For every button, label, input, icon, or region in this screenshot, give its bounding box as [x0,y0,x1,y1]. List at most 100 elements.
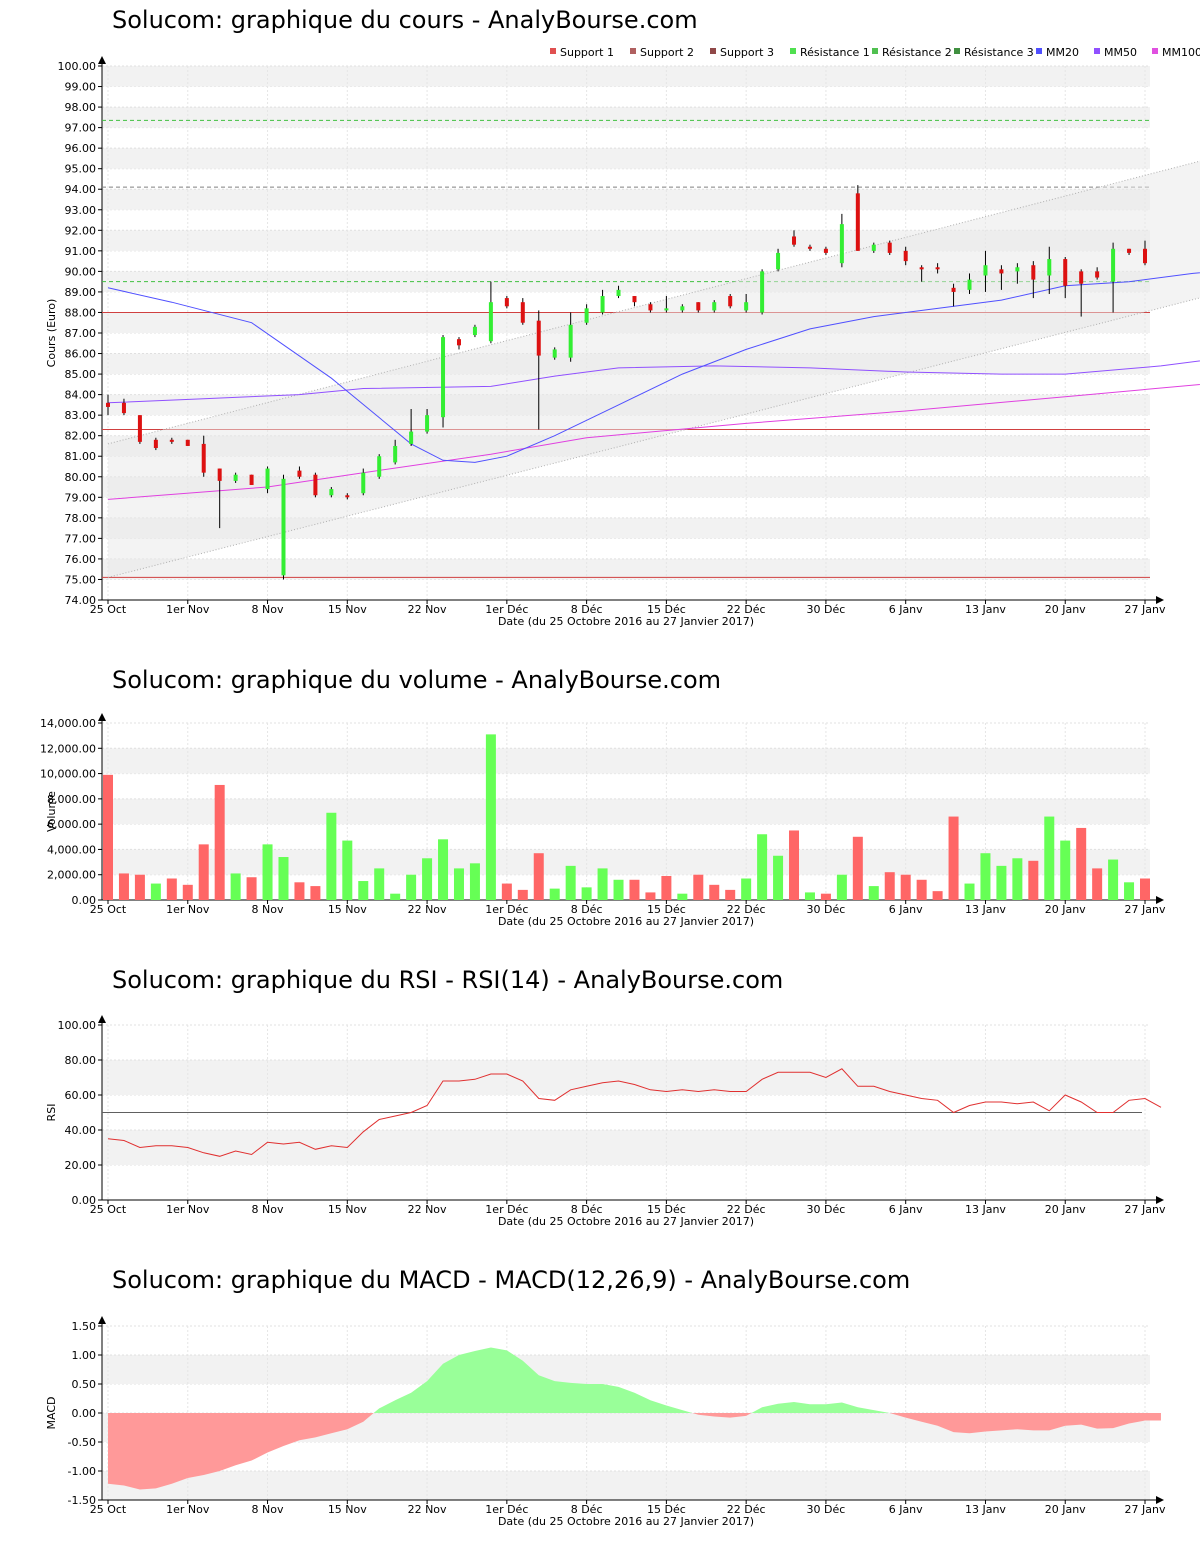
volume-bar [182,884,193,900]
candle-body [425,415,430,432]
volume-bar [517,889,528,900]
candle-body [1127,248,1132,253]
candle-body [1095,271,1100,278]
y-axis-label: RSI [45,1104,58,1122]
x-tick-label: 27 Janv [1125,1203,1166,1216]
plot-band [102,189,1150,210]
volume-bar [1012,858,1023,900]
x-tick-label: 22 Déc [727,1503,766,1516]
volume-bar [565,865,576,900]
candle-body [297,470,302,477]
candle-body [281,478,286,576]
y-tick-label: 0.00 [72,1194,97,1207]
y-tick-label: 78.00 [65,512,97,525]
candle-body [456,339,461,346]
x-tick-label: 22 Déc [727,1203,766,1216]
x-tick-label: 15 Nov [328,1503,367,1516]
candle-body [967,279,972,290]
volume-bar [900,874,911,900]
candle-body [919,267,924,270]
plot-band [102,107,1150,128]
volume-bar [262,844,273,900]
volume-chart: 0.00 2,000.00 4,000.00 6,000.00 8,000.00 10,0… [40,713,1166,928]
price-chart-title: Solucom: graphique du cours - AnalyBours… [112,6,698,34]
price-chart-panel: Solucom: graphique du cours - AnalyBours… [0,0,1200,640]
volume-bar [326,812,337,900]
legend-label: MM100 [1162,46,1200,59]
candle-body [1047,259,1052,276]
y-tick-label: 93.00 [65,204,97,217]
volume-bar [661,875,672,900]
candle-body [361,472,366,494]
x-tick-label: 8 Nov [252,603,284,616]
legend-label: Support 2 [640,46,694,59]
x-tick-label: 15 Déc [647,1203,686,1216]
y-axis-label: Volume [45,791,58,832]
candle-body [552,349,557,358]
x-tick-label: 6 Janv [889,903,923,916]
volume-bar [374,868,385,900]
macd-negative-area [108,1413,1161,1490]
volume-bar [246,877,257,900]
candle-body [536,320,541,356]
x-tick-label: 30 Déc [807,903,846,916]
price-chart: 74.00 75.00 76.00 77.00 78.00 79.00 80.00 81.00… [45,46,1200,628]
plot-band [102,748,1150,774]
x-axis-arrow [1156,1496,1164,1504]
candle-body [935,267,940,270]
x-tick-label: 25 Oct [90,1503,127,1516]
volume-bar [804,892,815,900]
volume-bar [294,882,305,900]
mm100-line [107,384,1200,500]
x-tick-label: 8 Déc [571,1503,603,1516]
volume-bar [1092,868,1103,900]
volume-bar [278,857,289,900]
x-tick-label: 1er Déc [485,603,528,616]
volume-bar [948,816,959,900]
volume-bar [884,872,895,900]
y-tick-label: 12,000.00 [40,742,96,755]
volume-bar [964,883,975,900]
mm20-line [107,272,1200,463]
x-tick-label: 8 Déc [571,903,603,916]
x-tick-label: 15 Déc [647,1503,686,1516]
macd-chart-panel: Solucom: graphique du MACD - MACD(12,26,… [0,1260,1200,1550]
volume-bar [1140,878,1150,900]
candle-body [1015,267,1020,272]
legend-swatch [630,48,636,54]
legend-swatch [710,48,716,54]
plot-band [102,1130,1150,1165]
candle-body [345,495,350,498]
x-axis-label: Date (du 25 Octobre 2016 au 27 Janvier 2… [498,1515,754,1528]
candle-body [472,326,477,336]
x-tick-label: 22 Nov [408,603,447,616]
x-tick-label: 13 Janv [965,1203,1006,1216]
y-tick-label: 82.00 [65,430,97,443]
y-tick-label: -1.00 [68,1465,96,1478]
volume-bar [342,840,353,900]
candle-body [504,298,509,307]
x-tick-label: 8 Déc [571,1203,603,1216]
x-axis-arrow [1156,596,1164,604]
volume-bar [134,874,145,900]
candle-body [1079,271,1084,284]
candle-body [584,308,589,323]
x-tick-label: 27 Janv [1125,903,1166,916]
candle-body [265,468,270,490]
y-tick-label: 80.00 [65,471,97,484]
y-tick-label: 94.00 [65,183,97,196]
y-tick-label: 89.00 [65,286,97,299]
x-tick-label: 20 Janv [1045,903,1086,916]
x-tick-label: 8 Nov [252,903,284,916]
candle-body [760,271,765,313]
legend-label: Support 3 [720,46,774,59]
legend-label: MM50 [1104,46,1137,59]
candle-body [664,308,669,311]
legend-label: Résistance 1 [800,46,870,59]
plot-band [102,558,1150,580]
volume-bar [214,784,225,900]
plot-band [102,1060,1150,1095]
y-tick-label: 1.50 [72,1320,97,1333]
volume-bar [741,878,752,900]
x-tick-label: 15 Nov [328,603,367,616]
